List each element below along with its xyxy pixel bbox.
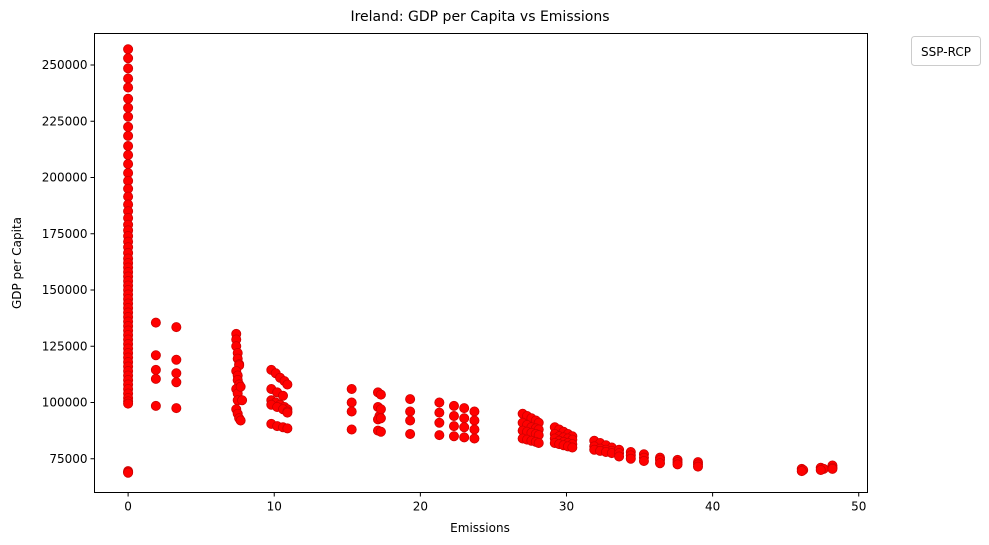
data-point <box>282 407 293 418</box>
y-tick-label: 175000 <box>42 227 88 241</box>
data-point <box>434 407 445 418</box>
data-point <box>346 406 357 417</box>
y-tick-label: 150000 <box>42 283 88 297</box>
data-point <box>533 437 544 448</box>
data-point <box>448 421 459 432</box>
data-point <box>123 93 134 104</box>
data-point <box>282 379 293 390</box>
y-tick-label: 125000 <box>42 339 88 353</box>
data-point <box>123 82 134 93</box>
data-point <box>346 383 357 394</box>
data-point <box>405 394 416 405</box>
y-tick-label: 225000 <box>42 114 88 128</box>
data-point <box>448 400 459 411</box>
x-axis-label: Emissions <box>450 521 510 535</box>
data-point <box>235 415 246 426</box>
data-point <box>827 463 838 474</box>
data-point <box>448 410 459 421</box>
data-point <box>346 397 357 408</box>
x-tick-label: 50 <box>851 500 866 514</box>
data-point <box>282 423 293 434</box>
data-point <box>123 102 134 113</box>
data-points <box>123 44 838 478</box>
x-tick-label: 30 <box>559 500 574 514</box>
data-point <box>405 415 416 426</box>
legend-box <box>911 36 981 66</box>
data-point <box>123 44 134 55</box>
data-point <box>434 430 445 441</box>
data-point <box>459 432 470 443</box>
data-point <box>375 413 386 424</box>
data-point <box>171 403 182 414</box>
data-point <box>123 53 134 64</box>
data-point <box>375 426 386 437</box>
data-point <box>150 364 161 375</box>
data-point <box>625 453 636 464</box>
data-point <box>235 381 246 392</box>
data-point <box>459 403 470 414</box>
legend: SSP-RCP <box>911 36 981 66</box>
data-point <box>692 461 703 472</box>
data-point <box>459 422 470 433</box>
data-point <box>171 354 182 365</box>
y-tick-label: 100000 <box>42 396 88 410</box>
data-point <box>150 400 161 411</box>
data-point <box>237 395 248 406</box>
data-point <box>123 467 134 478</box>
data-point <box>346 424 357 435</box>
y-axis: 75000 100000 125000 150000 175000 200000 22500… <box>42 58 95 466</box>
data-point <box>459 413 470 424</box>
x-tick-label: 0 <box>124 500 132 514</box>
y-axis-label: GDP per Capita <box>10 217 24 309</box>
plot-frame <box>94 33 868 493</box>
data-point <box>655 458 666 469</box>
data-point <box>171 322 182 333</box>
y-tick-label: 200000 <box>42 171 88 185</box>
data-point <box>171 368 182 379</box>
data-point <box>614 451 625 462</box>
x-tick-label: 20 <box>413 500 428 514</box>
data-point <box>638 455 649 466</box>
data-point <box>469 415 480 426</box>
y-tick-label: 250000 <box>42 58 88 72</box>
data-point <box>123 73 134 84</box>
data-point <box>469 433 480 444</box>
data-point <box>375 389 386 400</box>
data-point <box>434 417 445 428</box>
data-point <box>469 424 480 435</box>
data-point <box>123 149 134 160</box>
data-point <box>448 431 459 442</box>
data-point <box>150 317 161 328</box>
data-point <box>796 466 807 477</box>
data-point <box>123 140 134 151</box>
data-point <box>375 404 386 415</box>
data-point <box>123 130 134 141</box>
chart-title: Ireland: GDP per Capita vs Emissions <box>350 9 609 25</box>
data-point <box>123 121 134 132</box>
x-tick-label: 10 <box>267 500 282 514</box>
data-point <box>123 111 134 122</box>
data-point <box>405 406 416 417</box>
y-tick-label: 75000 <box>49 452 87 466</box>
x-tick-label: 40 <box>705 500 720 514</box>
data-point <box>405 428 416 439</box>
data-point <box>123 158 134 169</box>
data-point <box>434 397 445 408</box>
data-point <box>815 464 826 475</box>
data-point <box>672 459 683 470</box>
data-point <box>469 406 480 417</box>
data-point <box>123 398 134 409</box>
data-point <box>150 350 161 361</box>
x-axis: 0 10 20 30 40 50 <box>124 492 866 514</box>
data-point <box>150 373 161 384</box>
data-point <box>123 63 134 74</box>
data-point <box>171 377 182 388</box>
data-point <box>567 442 578 453</box>
data-point <box>278 390 289 401</box>
legend-title: SSP-RCP <box>921 45 971 59</box>
